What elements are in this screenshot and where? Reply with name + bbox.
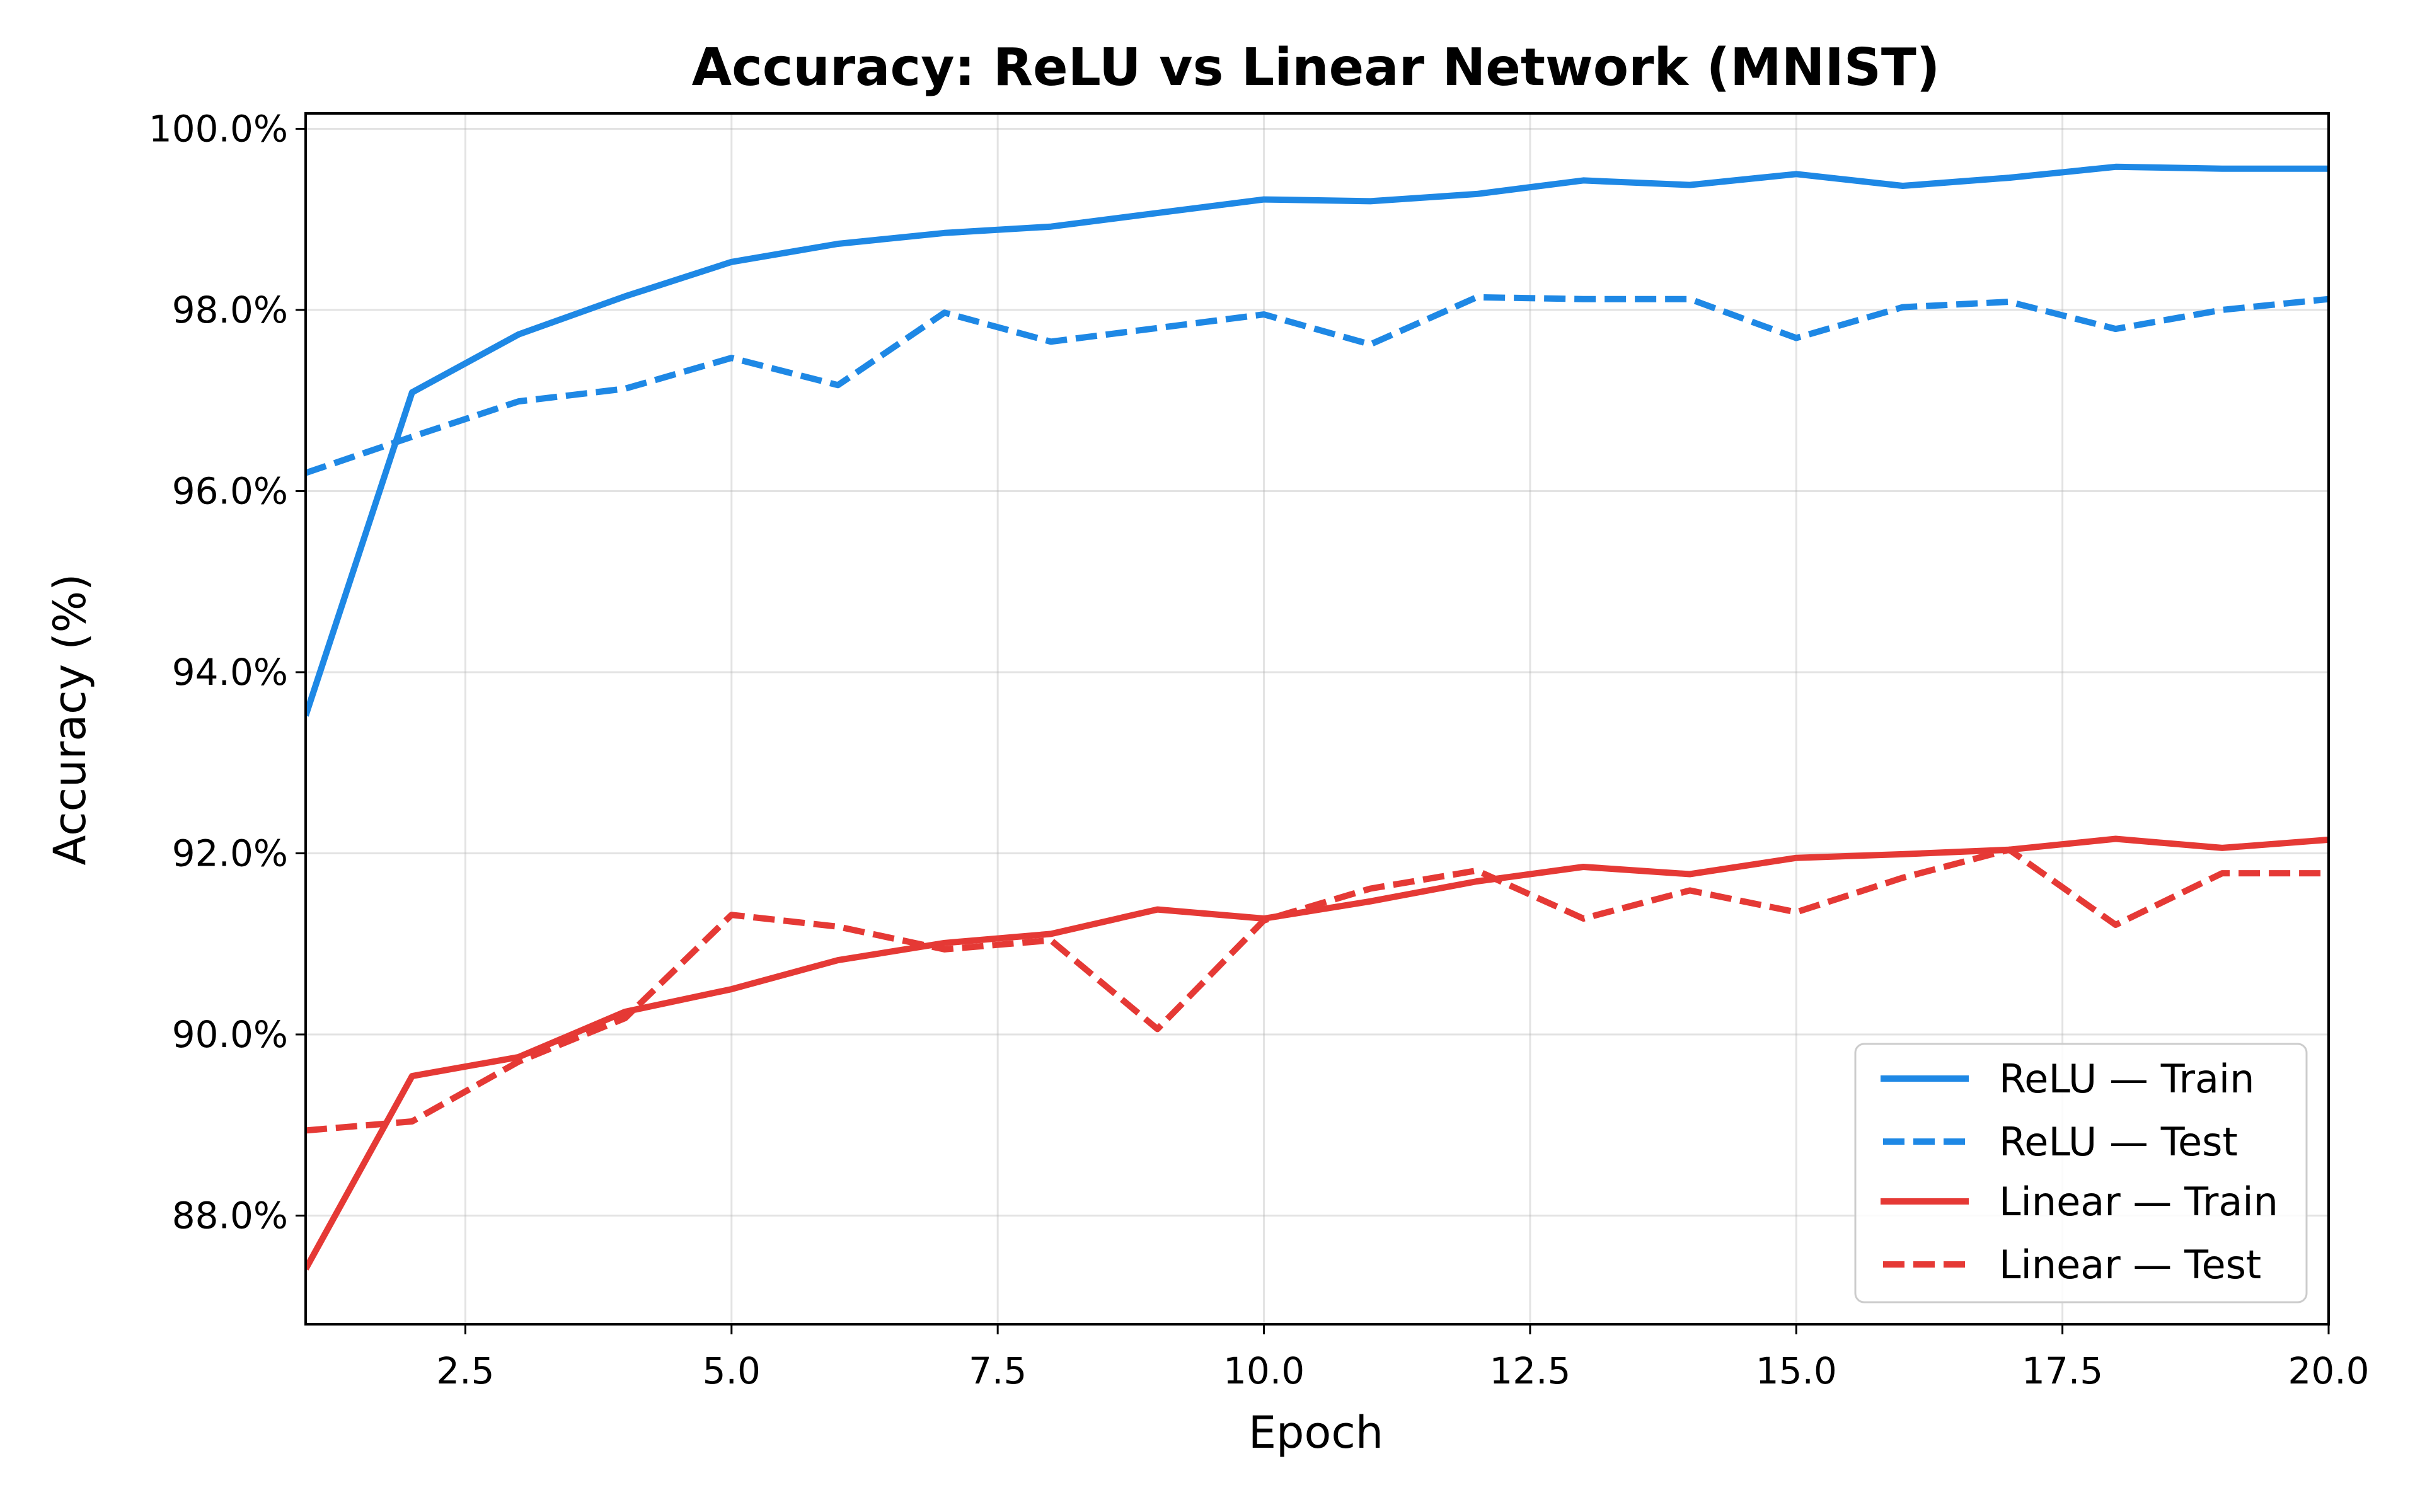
series-line-relu-train	[306, 163, 2329, 717]
legend-item-linear-test: Linear — Test	[1883, 1242, 2261, 1288]
x-tick-label: 15.0	[1756, 1349, 1837, 1392]
x-axis-label: Epoch	[1248, 1407, 1383, 1458]
legend: ReLU — Train ReLU — Test Linear — Train …	[1854, 1043, 2308, 1303]
x-tick-label: 7.5	[969, 1349, 1027, 1392]
x-axis-ticks: 2.5 5.0 7.5 10.0 12.5 15.0 17.5 20.0	[436, 1324, 2370, 1392]
series-line-relu-test	[306, 294, 2329, 476]
y-tick-label: 96.0%	[172, 469, 288, 512]
x-tick-label: 20.0	[2288, 1349, 2369, 1392]
x-tick-label: 17.5	[2022, 1349, 2103, 1392]
legend-item-relu-test: ReLU — Test	[1883, 1119, 2238, 1165]
y-axis-ticks: 88.0% 90.0% 92.0% 94.0% 96.0% 98.0% 100.0%	[149, 107, 306, 1237]
y-tick-label: 88.0%	[172, 1194, 288, 1237]
legend-box	[1854, 1043, 2308, 1303]
series-line-linear-train	[306, 835, 2329, 1271]
y-tick-label: 100.0%	[149, 107, 288, 150]
series-line-linear-test	[306, 846, 2329, 1134]
x-tick-label: 10.0	[1223, 1349, 1305, 1392]
y-tick-label: 94.0%	[172, 651, 288, 694]
legend-label: ReLU — Test	[1999, 1119, 2238, 1165]
x-tick-label: 2.5	[436, 1349, 494, 1392]
legend-item-relu-train: ReLU — Train	[1881, 1056, 2254, 1102]
y-axis-label: Accuracy (%)	[44, 574, 96, 866]
chart-title: Accuracy: ReLU vs Linear Network (MNIST)	[692, 38, 1940, 98]
plot-frame	[304, 112, 2330, 1326]
x-tick-label: 12.5	[1489, 1349, 1570, 1392]
legend-label: Linear — Train	[1999, 1179, 2278, 1225]
legend-label: Linear — Test	[1999, 1242, 2261, 1288]
y-tick-label: 98.0%	[172, 289, 288, 331]
x-tick-label: 5.0	[703, 1349, 761, 1392]
y-tick-label: 90.0%	[172, 1013, 288, 1056]
gridlines	[306, 113, 2330, 1324]
legend-label: ReLU — Train	[1999, 1056, 2254, 1102]
legend-item-linear-train: Linear — Train	[1881, 1179, 2278, 1225]
y-tick-label: 92.0%	[172, 832, 288, 874]
plot-lines	[306, 163, 2329, 1271]
